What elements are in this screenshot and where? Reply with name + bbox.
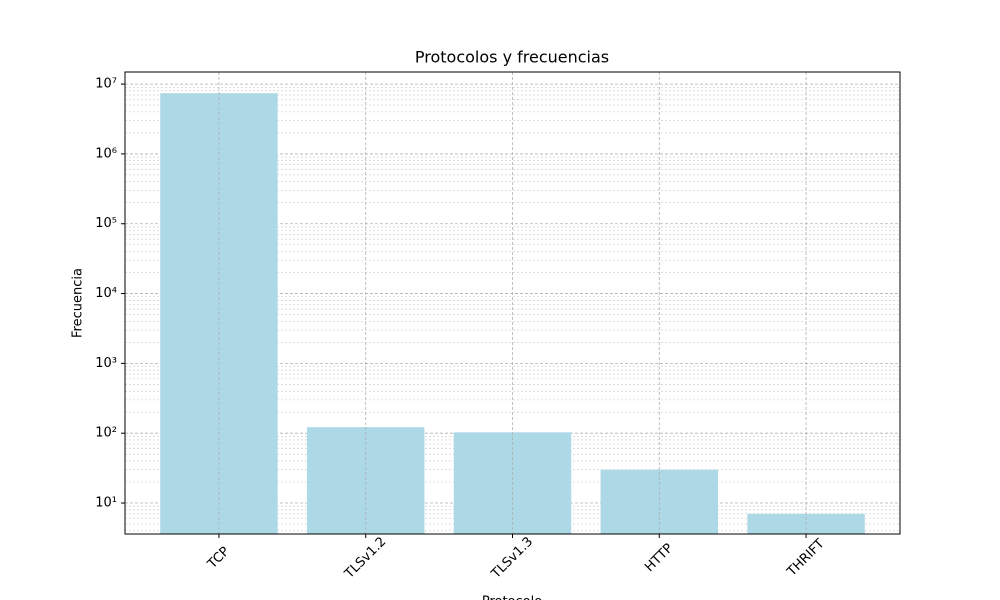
x-axis-label: Protocolo	[482, 595, 542, 600]
y-tick-label: 10⁶	[95, 146, 117, 161]
y-tick-label: 10³	[95, 356, 117, 371]
y-tick-label: 10²	[95, 426, 117, 441]
y-axis-label: Frecuencia	[71, 268, 86, 338]
chart-title: Protocolos y frecuencias	[415, 48, 609, 67]
y-tick-label: 10¹	[95, 496, 117, 511]
y-tick-label: 10⁵	[95, 216, 117, 231]
y-tick-label: 10⁴	[95, 286, 117, 301]
plot-frame	[124, 71, 901, 535]
y-tick-label: 10⁷	[95, 77, 117, 92]
